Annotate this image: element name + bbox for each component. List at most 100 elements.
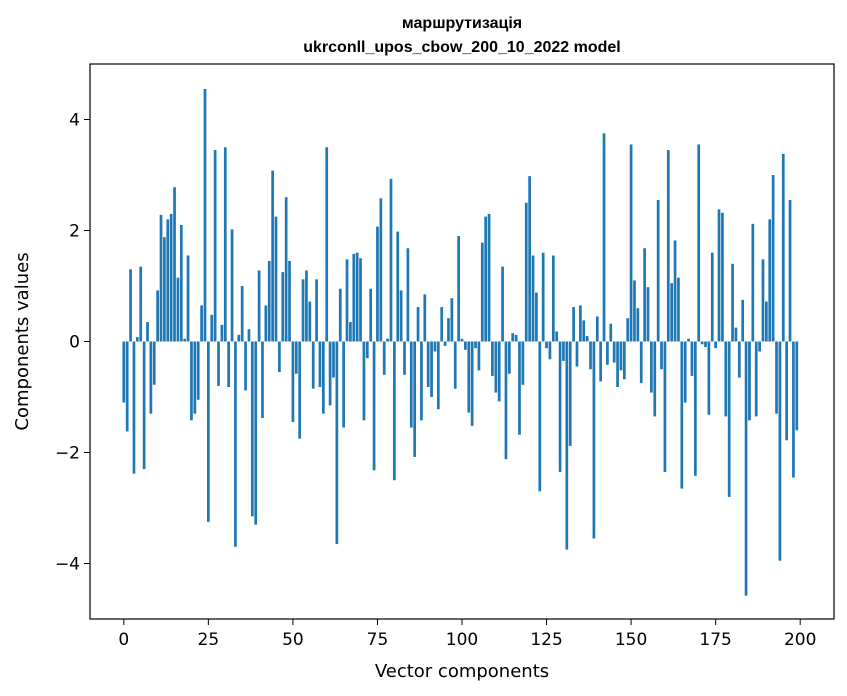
bar [487,213,491,342]
bar [308,301,312,342]
bar [768,219,772,342]
bar [524,202,528,342]
bar [362,341,366,421]
bar [551,255,555,342]
bar [186,255,190,342]
bar [775,341,778,414]
bar [426,341,430,388]
bar [166,219,170,342]
bar [163,237,166,342]
bar [301,279,305,342]
bar [494,341,498,393]
bar [146,322,149,342]
bar [653,341,657,417]
bar [693,341,697,476]
bar [474,341,477,349]
bar [291,341,295,422]
bar [788,199,792,342]
bar [237,334,241,342]
y-tick-label: 2 [69,222,80,242]
y-tick-label: 4 [69,111,80,131]
bar [338,288,342,342]
bar [785,341,789,441]
bar [433,341,437,352]
bar [562,341,565,361]
bar [450,298,454,342]
bar [680,341,684,489]
bar [538,341,542,492]
bar [700,341,704,345]
bar [528,176,531,342]
bar [589,341,592,370]
bar [710,252,714,342]
bar [464,341,467,350]
bar [230,229,234,342]
x-tick-label: 25 [198,630,220,650]
bar [325,147,329,342]
bar [149,341,153,414]
bar [480,242,484,342]
y-axis-label: Components values [12,252,33,430]
bar [704,341,707,348]
bar [650,341,653,393]
bar [612,341,616,363]
y-tick-label: 0 [69,333,80,353]
bar [717,209,721,342]
bar [622,341,626,380]
bar [673,240,677,342]
bar [579,305,582,342]
bar [748,341,751,421]
bar [765,301,768,342]
bar [639,341,643,384]
bar [440,307,444,342]
x-tick-label: 100 [446,630,478,650]
bar [217,341,220,386]
bar [132,341,136,474]
bar [491,341,494,376]
bar [792,341,795,478]
bar [267,261,271,342]
bar [244,341,247,391]
bar [758,341,761,352]
y-tick-label: −2 [55,444,80,464]
bar [328,341,332,406]
bar [298,341,302,439]
bar [677,277,680,342]
bar [403,341,406,375]
bar [274,216,278,342]
bar [484,216,488,342]
bar [355,252,359,342]
bar [139,266,143,342]
bar [514,334,518,342]
bar [305,270,308,342]
bar [771,175,775,342]
bar [254,341,258,525]
bar [250,341,254,517]
bar [585,335,589,342]
bar [761,259,765,342]
bar [332,341,335,378]
bar [352,253,356,342]
bar [744,341,748,596]
x-tick-label: 0 [118,630,129,650]
bar [731,263,734,342]
bar [737,341,741,378]
bar [460,338,464,342]
bar [179,224,183,342]
bar [778,341,782,561]
bar [582,320,586,342]
bar [234,341,237,547]
bar [470,341,474,426]
x-axis-ticks: 0 25 50 75 100 125 150 175 200 [118,619,816,650]
bar [724,341,728,417]
bar [142,341,146,470]
bar [666,150,670,342]
bar [535,292,538,342]
bar [501,266,504,342]
bar [359,258,362,342]
x-tick-label: 175 [699,630,731,650]
bar [616,341,619,388]
bar [176,277,180,342]
bar [159,214,163,342]
bar [125,341,129,432]
